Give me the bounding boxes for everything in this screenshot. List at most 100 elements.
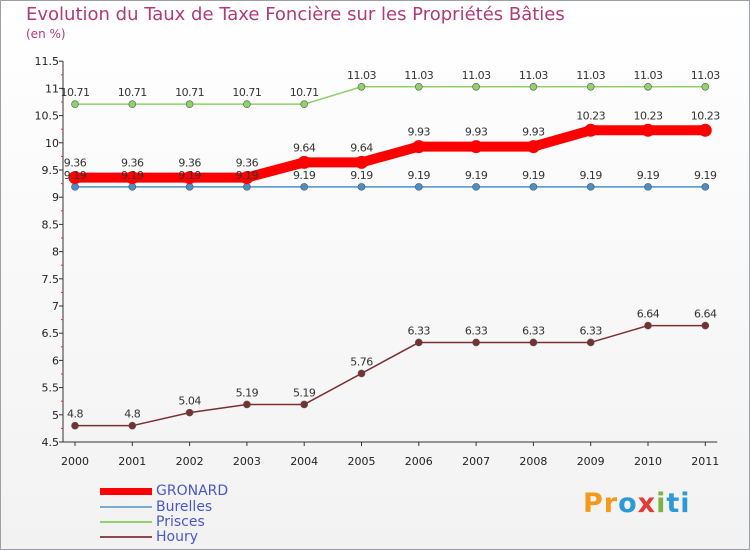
data-point-houry <box>71 421 79 430</box>
data-label-gronard: 10.23 <box>634 109 663 122</box>
y-tick-label: 6.5 <box>42 327 60 340</box>
y-tick-label: 5.5 <box>42 382 60 395</box>
data-label-gronard: 9.36 <box>178 157 201 170</box>
data-point-prisces <box>529 82 538 91</box>
proxiti-logo: Proxiti <box>583 488 691 519</box>
x-tick-label: 2007 <box>462 455 490 468</box>
data-point-gronard <box>125 171 139 185</box>
y-tick-label: 9 <box>52 191 59 204</box>
data-label-prisces: 10.71 <box>232 86 261 99</box>
y-tick-label: 7 <box>52 300 59 313</box>
data-label-houry: 6.33 <box>522 324 545 337</box>
data-label-burelles: 9.19 <box>293 169 316 182</box>
data-point-houry <box>644 321 652 330</box>
x-tick-label: 2003 <box>233 455 261 468</box>
x-tick-label: 2000 <box>61 455 89 468</box>
data-point-prisces <box>472 82 480 91</box>
x-tick-label: 2001 <box>118 455 146 468</box>
data-point-houry <box>243 400 251 409</box>
legend-item-gronard: GRONARD <box>100 483 228 499</box>
y-tick-label: 6 <box>52 354 59 367</box>
series-line-houry <box>75 324 706 427</box>
data-label-houry: 6.33 <box>465 324 488 337</box>
legend-item-houry: Houry <box>100 529 198 545</box>
data-label-houry: 6.64 <box>694 308 717 321</box>
legend-swatch <box>100 521 152 523</box>
data-point-gronard <box>355 155 368 169</box>
data-point-burelles <box>701 183 710 191</box>
data-label-prisces: 11.03 <box>634 69 663 82</box>
data-point-prisces <box>644 82 652 91</box>
legend-swatch <box>100 506 152 508</box>
y-tick-label: 8 <box>52 246 59 259</box>
data-point-gronard <box>526 140 540 154</box>
data-point-houry <box>414 338 423 347</box>
data-point-gronard <box>469 140 483 154</box>
data-label-houry: 5.19 <box>293 386 316 399</box>
legend-swatch <box>100 536 152 538</box>
data-label-burelles: 9.19 <box>121 169 144 182</box>
data-label-prisces: 11.03 <box>347 69 376 82</box>
data-point-burelles <box>357 183 366 191</box>
y-tick-label: 9.5 <box>42 164 60 177</box>
data-label-burelles: 9.19 <box>637 169 660 182</box>
data-label-gronard: 9.93 <box>522 126 545 139</box>
data-point-prisces <box>357 82 366 91</box>
data-label-prisces: 11.03 <box>404 69 433 82</box>
data-point-burelles <box>414 183 423 191</box>
data-label-prisces: 10.71 <box>290 86 319 99</box>
y-tick-label: 10 <box>45 137 59 150</box>
data-label-burelles: 9.19 <box>178 169 201 182</box>
data-label-prisces: 11.03 <box>576 69 605 82</box>
data-point-gronard <box>412 140 426 154</box>
data-point-prisces <box>414 82 423 91</box>
data-point-prisces <box>71 100 79 108</box>
data-point-houry <box>472 338 480 347</box>
legend-label: Burelles <box>156 499 213 515</box>
data-label-gronard: 9.36 <box>64 157 87 170</box>
data-point-burelles <box>529 183 538 191</box>
series-line-gronard <box>75 125 706 183</box>
data-label-gronard: 9.64 <box>350 141 373 154</box>
data-point-gronard <box>698 123 712 137</box>
data-label-burelles: 9.19 <box>465 169 488 182</box>
x-tick-label: 2004 <box>290 455 318 468</box>
y-axis-unit: (en %) <box>26 27 66 41</box>
data-label-gronard: 10.23 <box>691 109 720 122</box>
data-point-gronard <box>641 123 655 137</box>
data-label-houry: 4.8 <box>124 408 140 421</box>
x-tick-label: 2002 <box>176 455 204 468</box>
y-tick-label: 11 <box>45 82 59 95</box>
data-label-houry: 5.04 <box>178 395 201 408</box>
data-point-gronard <box>584 123 598 137</box>
data-point-houry <box>586 338 595 347</box>
data-label-burelles: 9.19 <box>694 169 717 182</box>
x-tick-label: 2011 <box>691 455 719 468</box>
data-label-prisces: 10.71 <box>61 86 90 99</box>
data-point-houry <box>357 369 366 378</box>
data-label-gronard: 9.36 <box>236 157 259 170</box>
data-label-prisces: 11.03 <box>519 69 548 82</box>
data-point-houry <box>529 338 538 347</box>
data-label-burelles: 9.19 <box>236 169 259 182</box>
data-label-prisces: 10.71 <box>175 86 204 99</box>
legend-label: GRONARD <box>156 483 229 499</box>
data-label-gronard: 9.64 <box>293 141 316 154</box>
legend-label: Houry <box>156 529 199 545</box>
data-point-burelles <box>185 183 194 191</box>
data-point-prisces <box>243 100 251 108</box>
data-label-prisces: 11.03 <box>691 69 720 82</box>
data-point-gronard <box>183 171 197 185</box>
data-label-houry: 5.76 <box>350 355 373 368</box>
data-point-burelles <box>243 183 251 191</box>
data-label-burelles: 9.19 <box>350 169 373 182</box>
data-point-burelles <box>586 183 595 191</box>
data-label-houry: 4.8 <box>67 408 83 421</box>
data-point-prisces <box>185 100 194 108</box>
data-point-burelles <box>472 183 480 191</box>
data-label-gronard: 9.93 <box>465 126 488 139</box>
data-label-burelles: 9.19 <box>408 169 431 182</box>
legend-item-burelles: Burelles <box>100 499 212 515</box>
